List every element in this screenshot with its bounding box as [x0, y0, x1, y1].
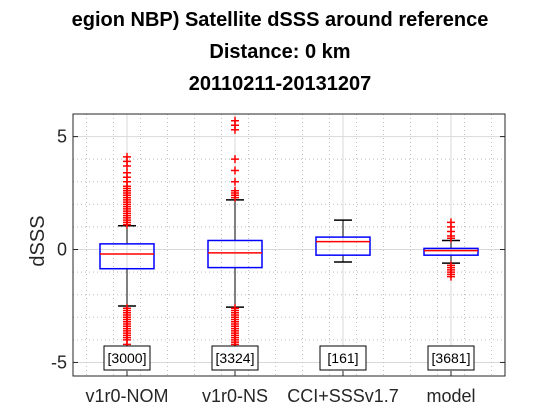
- count-label-box: [211, 345, 259, 371]
- x-tick-label: model: [426, 386, 475, 406]
- box-iqr: [207, 239, 263, 269]
- y-tick-label: 0: [57, 240, 67, 260]
- box-iqr: [423, 247, 479, 256]
- count-label: [3681]: [432, 350, 471, 366]
- axes-frame: [72, 113, 506, 377]
- x-tick-label: v1r0-NOM: [85, 386, 168, 406]
- chart-title-line-3: 20110211-20131207: [189, 73, 371, 95]
- y-tick-label: -5: [51, 352, 67, 372]
- x-tick-label: CCI+SSSv1.7: [287, 386, 399, 406]
- outlier-marker: [123, 220, 131, 229]
- chart-title-line-1: egion NBP) Satellite dSSS around referen…: [72, 9, 489, 31]
- outlier-marker: [231, 177, 239, 186]
- outlier-marker: [447, 272, 455, 281]
- outlier-marker: [231, 125, 239, 134]
- outlier-marker: [123, 161, 131, 170]
- y-tick-label: 5: [57, 127, 67, 147]
- outlier-marker: [231, 155, 239, 164]
- x-tick-label: v1r0-NS: [202, 386, 268, 406]
- plot-area: -5 0 5 v1r0-NOM v1r0-NS CCI+SSSv1.7 model [3000…: [51, 113, 506, 406]
- count-label-box: [103, 345, 151, 371]
- chart-title-line-2: Distance: 0 km: [209, 41, 350, 63]
- count-label: [161]: [327, 350, 358, 366]
- outlier-marker: [447, 234, 455, 243]
- box-iqr: [315, 236, 371, 256]
- count-label-box: [427, 345, 475, 371]
- count-label: [3000]: [108, 350, 147, 366]
- outlier-marker: [231, 166, 239, 175]
- outlier-marker: [231, 193, 239, 202]
- count-label-box: [319, 345, 367, 371]
- count-label: [3324]: [216, 350, 255, 366]
- y-axis-label: dSSS: [27, 215, 49, 266]
- box-iqr: [99, 243, 155, 270]
